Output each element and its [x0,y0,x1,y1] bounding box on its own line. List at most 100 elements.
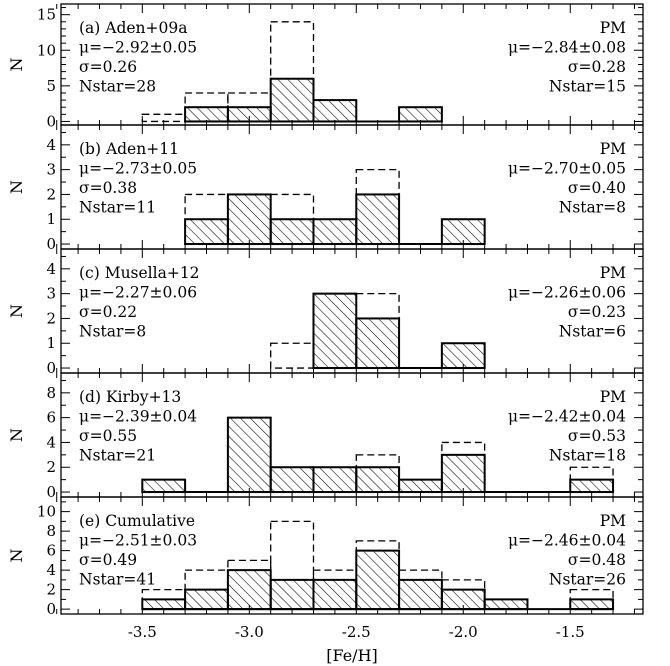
bar-b-hatched-1 [184,218,229,246]
annotation-left-a: μ=−2.92±0.05 [79,39,197,57]
annotation-right-a: PM [600,19,626,37]
annotation-left-b: Nstar=11 [79,199,156,217]
bar-e-hatched-5 [355,549,401,611]
annotation-right-e: PM [600,512,626,530]
ytick-label-d: 2 [46,458,56,476]
bar-d-hatched-5 [355,466,401,494]
y-axis-label-e: N [7,549,26,563]
bar-c-hatched-5 [355,317,401,370]
x-axis-label: [Fe/H] [326,646,378,665]
annotation-right-a: Nstar=15 [549,78,626,96]
bar-e-hatched-10 [569,598,615,611]
y-axis-label-a: N [7,58,26,72]
annotation-left-d: σ=0.55 [79,427,137,445]
annotation-right-d: PM [600,388,626,406]
bar-c-dashed-3 [270,342,315,369]
panel-e: 02 46 810 N (e) Cumulative μ=−2.51±0.03σ=0.49… [7,496,644,665]
ytick-label-d: 6 [46,409,56,427]
ytick-label-d: 8 [46,384,56,402]
bar-d-hatched-4 [312,466,358,494]
annotation-left-b: (b) Aden+11 [79,140,179,158]
bar-e-hatched-2 [226,569,272,611]
bar-e-hatched-3 [269,578,315,611]
axes-frame-e [60,496,644,615]
bar-a-dashed-3 [270,21,315,123]
bar-b-hatched-4 [312,218,358,246]
bar-a-hatched-4 [312,99,358,123]
annotation-right-a: σ=0.28 [568,58,626,76]
annotation-right-c: σ=0.23 [568,303,626,321]
annotation-right-d: μ=−2.42±0.04 [508,408,626,426]
ytick-label-e: 10 [37,503,56,521]
annotation-right-b: PM [600,140,626,158]
xtick-label: -2.0 [449,623,478,641]
annotation-right-e: σ=0.48 [568,551,626,569]
annotation-left-a: Nstar=28 [79,78,156,96]
bar-b-hatched-3 [269,218,315,246]
ytick-label-c: 0 [46,359,56,377]
annotation-left-e: (e) Cumulative [79,512,195,530]
ytick-label-b: 3 [46,161,56,179]
annotation-right-e: μ=−2.46±0.04 [508,532,626,550]
ytick-label-d: 0 [46,483,56,501]
xtick-label: -2.5 [342,623,371,641]
annotation-right-d: Nstar=18 [549,447,626,465]
xtick-label: -3.0 [235,623,264,641]
bar-d-hatched-7 [440,453,486,494]
bar-b-hatched-2 [226,193,272,246]
ytick-label-b: 0 [46,235,56,253]
ytick-label-a: 15 [37,6,56,24]
annotation-left-e: μ=−2.51±0.03 [79,532,197,550]
ytick-label-a: 5 [46,77,56,95]
bar-e-hatched-4 [312,578,358,611]
bar-d-hatched-0 [141,478,187,494]
bar-d-hatched-2 [226,416,272,494]
panel-b: 0 1 2 3 4 N (b) Aden+11 μ=−2.73±0.05σ=0.38 Nstar… [7,124,644,253]
ytick-label-c: 2 [46,309,56,327]
ytick-label-e: 8 [46,522,56,540]
annotation-right-b: σ=0.40 [568,179,626,197]
annotation-left-e: σ=0.49 [79,551,137,569]
ytick-label-e: 4 [46,561,56,579]
annotation-right-a: μ=−2.84±0.08 [508,39,626,57]
ytick-label-c: 4 [46,260,56,278]
ytick-label-a: 0 [46,112,56,130]
ytick-label-a: 10 [37,41,56,59]
bar-e-hatched-6 [398,578,443,611]
annotation-right-b: Nstar=8 [559,199,626,217]
bar-e-hatched-0 [141,598,187,611]
bar-d-hatched-6 [398,478,443,494]
bar-a-hatched-6 [398,106,443,123]
annotation-left-d: (d) Kirby+13 [79,388,181,406]
annotation-right-d: σ=0.53 [568,427,626,445]
annotation-right-c: Nstar=6 [559,323,626,341]
panel-a: 0 5 10 15 N (a) Aden+09a μ=−2.92±0.05σ=0.26 Nst… [7,3,644,130]
bar-a-hatched-3 [269,77,315,123]
y-axis-label-c: N [7,304,26,318]
bar-a-hatched-1 [184,106,229,123]
ytick-label-e: 6 [46,542,56,560]
annotation-left-b: σ=0.38 [79,179,137,197]
ytick-label-e: 0 [46,600,56,618]
ytick-label-b: 1 [46,210,56,228]
annotation-left-d: μ=−2.39±0.04 [79,408,197,426]
panel-c: 0 1 2 3 4 N (c) Musella+12 μ=−2.27±0.06σ=0.22 Ns… [7,248,644,377]
annotation-left-c: (c) Musella+12 [79,264,200,282]
annotation-left-c: σ=0.22 [79,303,137,321]
xtick-label: -1.5 [556,623,585,641]
annotation-right-e: Nstar=26 [549,571,626,589]
ytick-label-b: 2 [46,185,56,203]
ytick-label-c: 3 [46,285,56,303]
ytick-label-b: 4 [46,136,56,154]
annotation-right-c: μ=−2.26±0.06 [508,284,626,302]
bar-e-hatched-8 [483,598,529,611]
y-axis-label-b: N [7,180,26,194]
annotation-left-e: Nstar=41 [79,571,156,589]
bar-d-hatched-3 [269,466,315,494]
annotation-left-c: μ=−2.27±0.06 [79,284,197,302]
bar-d-hatched-10 [569,478,615,494]
annotation-left-b: μ=−2.73±0.05 [79,160,197,178]
bar-c-hatched-4 [312,292,358,370]
